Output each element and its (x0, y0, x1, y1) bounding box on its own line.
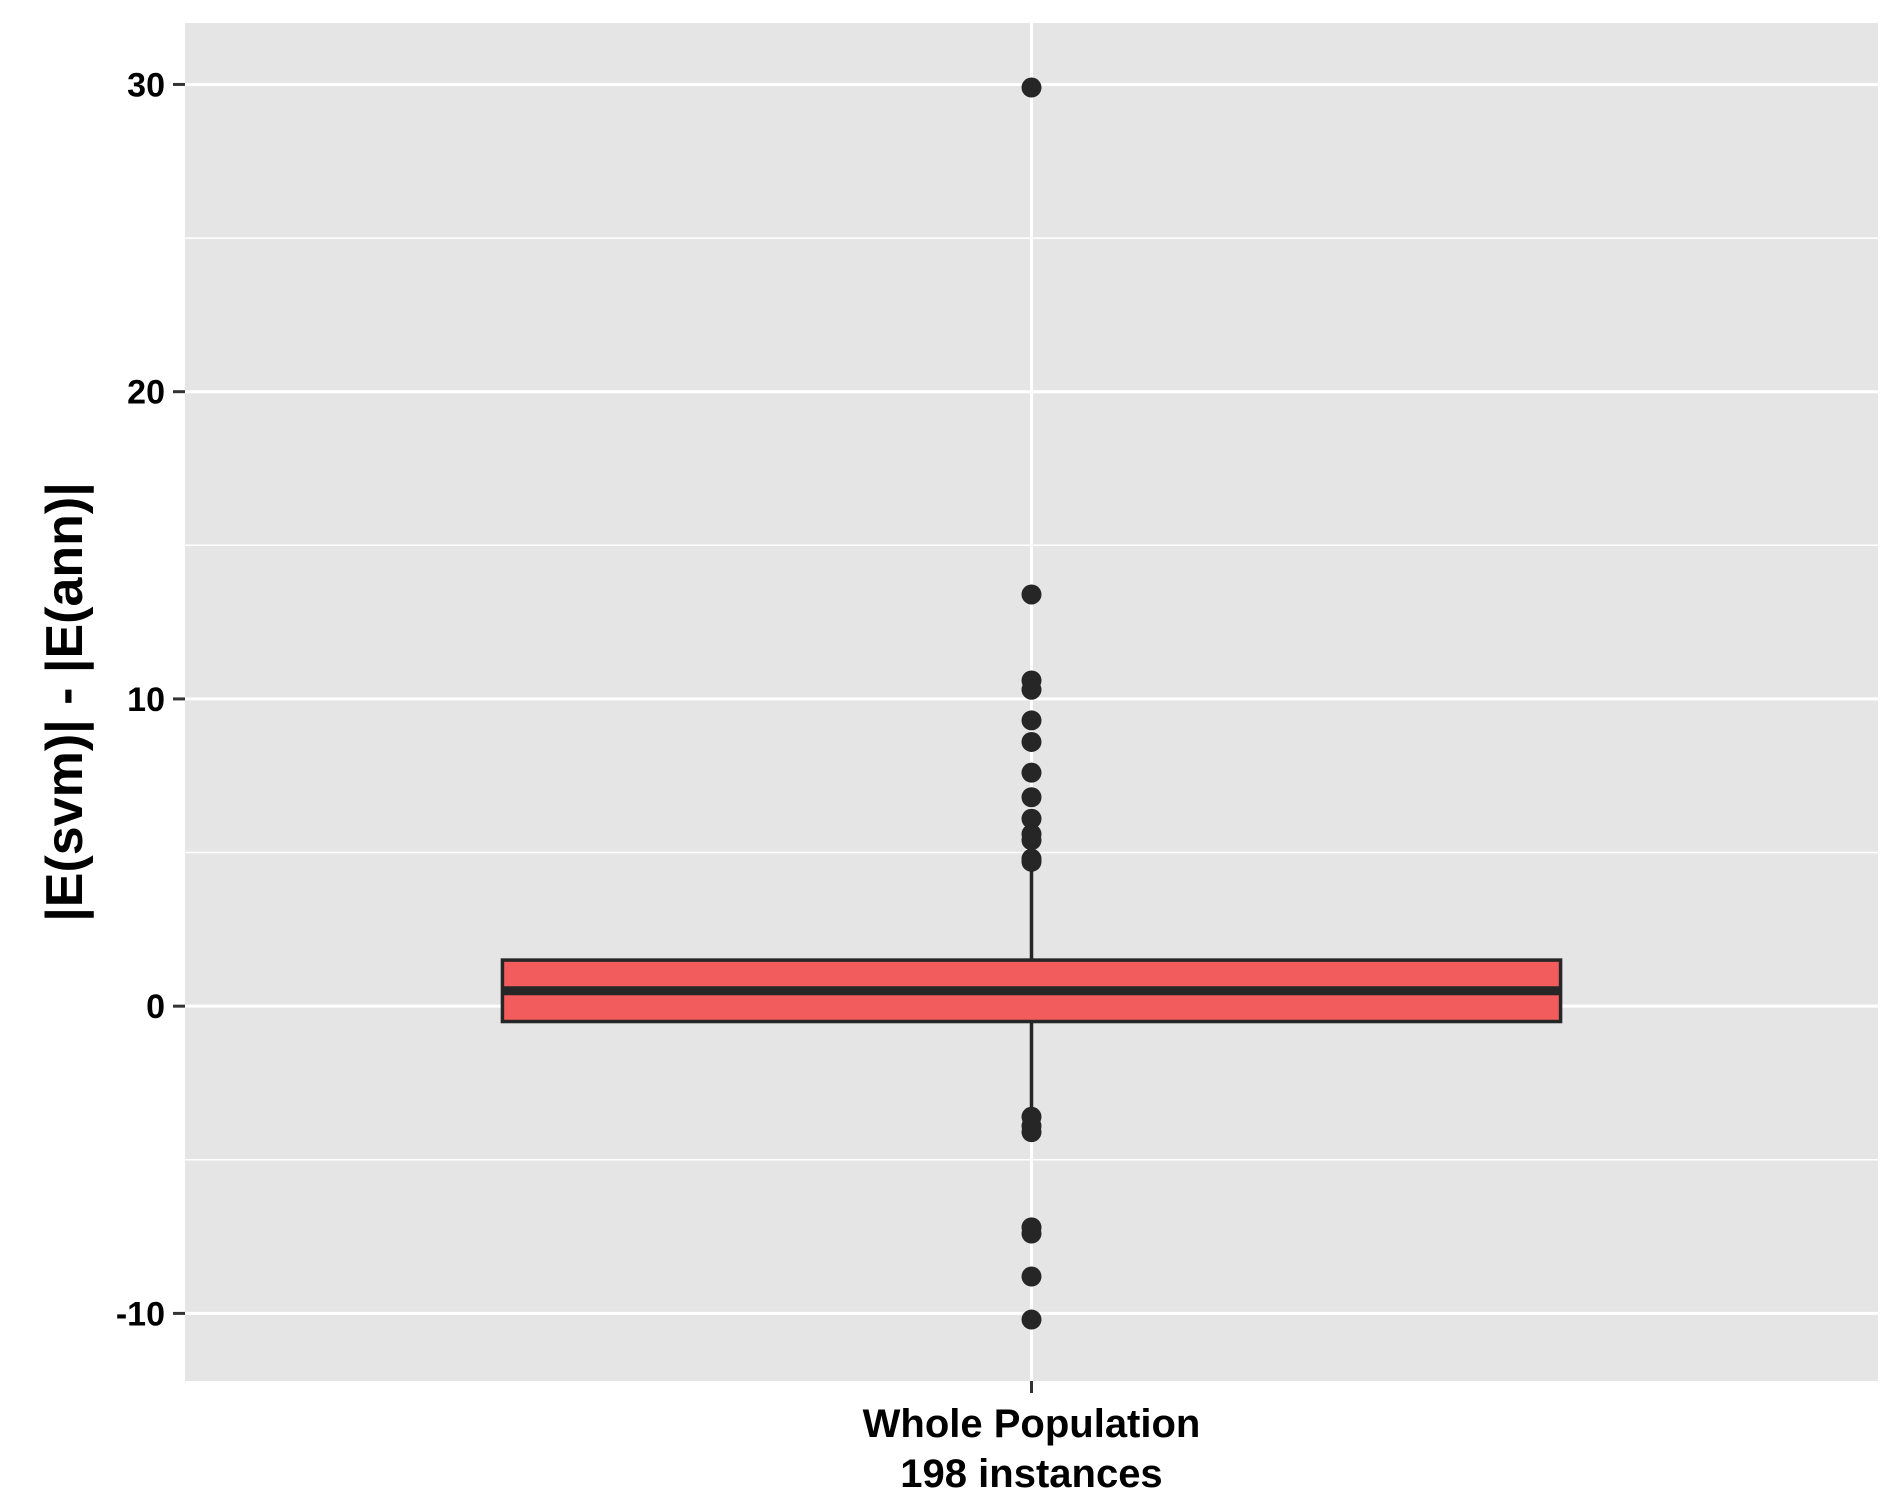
box-series (500, 864, 1563, 1114)
y-tick-label: 10 (127, 681, 165, 719)
y-axis-title: |E(svm)| - |E(ann)| (36, 482, 94, 922)
outlier-point (1021, 584, 1042, 605)
y-tick-label: 0 (146, 988, 165, 1026)
outlier-point (1021, 1309, 1042, 1330)
axis-ticks: -10 0 10 20 30 Whole Population 198 instances (116, 66, 1201, 1496)
y-tick-label: 20 (127, 374, 165, 412)
x-category-sublabel: 198 instances (900, 1452, 1162, 1496)
outlier-point (1021, 679, 1042, 700)
outlier-point (1021, 731, 1042, 752)
outlier-point (1021, 1266, 1042, 1287)
y-tick-label: -10 (116, 1295, 165, 1333)
outlier-point (1021, 1223, 1042, 1244)
y-tick-label: 30 (127, 66, 165, 104)
outlier-point (1021, 77, 1042, 98)
outlier-point (1021, 710, 1042, 731)
outlier-point (1021, 808, 1042, 829)
outlier-point (1021, 851, 1042, 872)
outlier-point (1021, 830, 1042, 851)
outlier-point (1021, 762, 1042, 783)
outlier-points (1021, 77, 1042, 1330)
outlier-point (1021, 787, 1042, 808)
outlier-point (1021, 1122, 1042, 1143)
x-category-label: Whole Population (863, 1402, 1201, 1446)
